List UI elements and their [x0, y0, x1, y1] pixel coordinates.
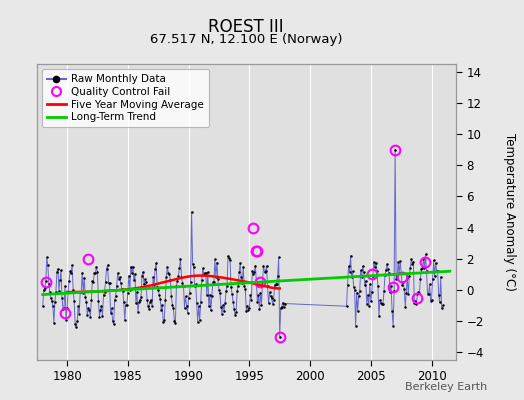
Y-axis label: Temperature Anomaly (°C): Temperature Anomaly (°C) [503, 133, 516, 291]
Legend: Raw Monthly Data, Quality Control Fail, Five Year Moving Average, Long-Term Tren: Raw Monthly Data, Quality Control Fail, … [42, 69, 209, 128]
Text: 67.517 N, 12.100 E (Norway): 67.517 N, 12.100 E (Norway) [150, 33, 343, 46]
Text: Berkeley Earth: Berkeley Earth [405, 382, 487, 392]
Text: ROEST III: ROEST III [209, 18, 284, 36]
